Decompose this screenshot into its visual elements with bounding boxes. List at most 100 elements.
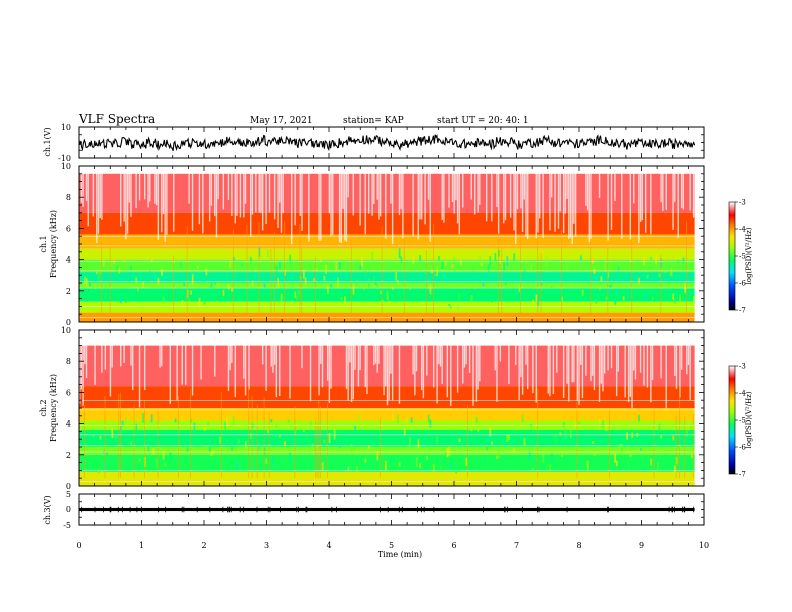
ch3-waveform-spike: [136, 506, 138, 513]
spec1-speckle: [94, 283, 97, 290]
spec2-vline: [679, 385, 681, 479]
spec2-speckle: [142, 413, 144, 423]
spec1-streak: [516, 166, 519, 210]
spec1-speckle: [303, 270, 305, 279]
spec2-streak: [231, 330, 233, 363]
spec1-streak: [451, 166, 454, 203]
spec2-streak: [229, 330, 231, 371]
spec2-streak: [508, 330, 510, 384]
spec2-speckle: [472, 415, 475, 426]
ch3-waveform-spike: [129, 506, 131, 513]
spec1-streak: [173, 166, 175, 232]
spec2-speckle: [508, 434, 510, 441]
ch3-waveform-spike: [504, 506, 506, 513]
spec2-speckle: [494, 439, 497, 444]
ch3-waveform-spike: [672, 506, 673, 513]
spec2-streak: [414, 330, 416, 396]
spec1-speckle: [364, 269, 367, 277]
spec2-speckle: [619, 443, 622, 448]
spec2-speckle: [138, 458, 141, 462]
spec1-streak: [352, 166, 354, 216]
spec2-speckle: [161, 412, 163, 423]
spec1-streak: [665, 166, 667, 210]
spec1-streak: [130, 166, 132, 217]
spec1-streak: [400, 166, 402, 210]
x-tick-label: 9: [639, 541, 644, 550]
spec1-speckle: [515, 289, 517, 295]
spec1-streak: [359, 166, 361, 226]
spec1-speckle: [530, 264, 533, 271]
spec1-streak: [97, 166, 100, 234]
spec2-vline: [316, 422, 318, 479]
spec1-speckle: [120, 296, 122, 304]
spec1-speckle: [190, 290, 192, 295]
spec1-streak: [398, 166, 401, 216]
spec2-speckle: [114, 435, 117, 441]
spec2-streak: [468, 330, 471, 374]
spec2-streak: [388, 330, 390, 401]
spec1-vline: [607, 248, 609, 315]
spec2-speckle: [345, 465, 348, 470]
spec2-streak: [438, 330, 440, 365]
ch3-waveform-spike: [181, 506, 183, 513]
spec2-speckle: [354, 425, 357, 432]
spec2-speckle: [439, 464, 442, 470]
colorbar-tick-label: -5: [739, 253, 746, 261]
spec1-streak: [537, 166, 539, 233]
spec2-streak: [578, 330, 580, 406]
spec2-streak: [646, 330, 649, 388]
spec1-speckle: [344, 296, 346, 306]
spec1-streak: [513, 166, 515, 231]
spec2-streak: [422, 330, 425, 399]
ch3-waveform-spike: [420, 506, 422, 513]
spec1-speckle: [229, 261, 232, 268]
spec2-speckle: [210, 451, 213, 457]
ch3-waveform-spike: [280, 506, 281, 513]
spec1-streak: [585, 166, 587, 206]
spec1-speckle: [150, 258, 153, 263]
spec1-speckle: [191, 274, 194, 284]
spec2-speckle: [491, 441, 493, 445]
spec2-speckle: [289, 452, 292, 463]
spec2-streak: [214, 330, 216, 377]
spec1-speckle: [643, 256, 646, 265]
ch3-ytick-zero: 0: [66, 505, 71, 514]
spec2-streak: [426, 330, 428, 376]
spec1-streak: [227, 166, 230, 200]
spec1-streak: [99, 166, 101, 219]
spec2-speckle: [470, 423, 473, 432]
spec1-speckle: [474, 285, 476, 289]
ch3-waveform-spike: [483, 506, 484, 513]
spec2-speckle: [643, 468, 646, 473]
x-tick-label: 3: [264, 541, 269, 550]
spec2-streak: [111, 330, 113, 368]
spec2-speckle: [609, 447, 611, 452]
ch3-waveform-spike: [538, 506, 540, 513]
spec2-vline: [118, 394, 120, 479]
spec1-band: [79, 173, 695, 213]
spec1-streak: [166, 166, 168, 235]
spec2-streak: [475, 330, 478, 402]
spec1-streak: [571, 166, 573, 244]
spec1-streak: [562, 166, 565, 233]
ch3-waveform-spike: [165, 506, 167, 513]
spec2-speckle: [561, 449, 563, 457]
spec2-speckle: [130, 441, 133, 447]
spec1-streak: [162, 166, 165, 215]
spec1-band: [79, 166, 695, 174]
spec1-streak: [101, 166, 103, 220]
spec1-speckle: [267, 250, 269, 258]
spec1-streak: [564, 166, 567, 214]
spec2-vline: [190, 389, 191, 479]
spec1-speckle: [600, 276, 603, 282]
spec2-speckle: [550, 453, 553, 463]
spec1-streak: [504, 166, 507, 221]
spec2-streak: [143, 330, 146, 391]
spec1-speckle: [142, 282, 144, 288]
spec1-vline: [631, 239, 633, 315]
spec2-streak: [592, 330, 594, 376]
spec1-streak: [147, 166, 149, 208]
spec1-streak: [345, 166, 348, 242]
spec1-speckle: [451, 264, 454, 268]
spec2-hline: [79, 409, 695, 411]
